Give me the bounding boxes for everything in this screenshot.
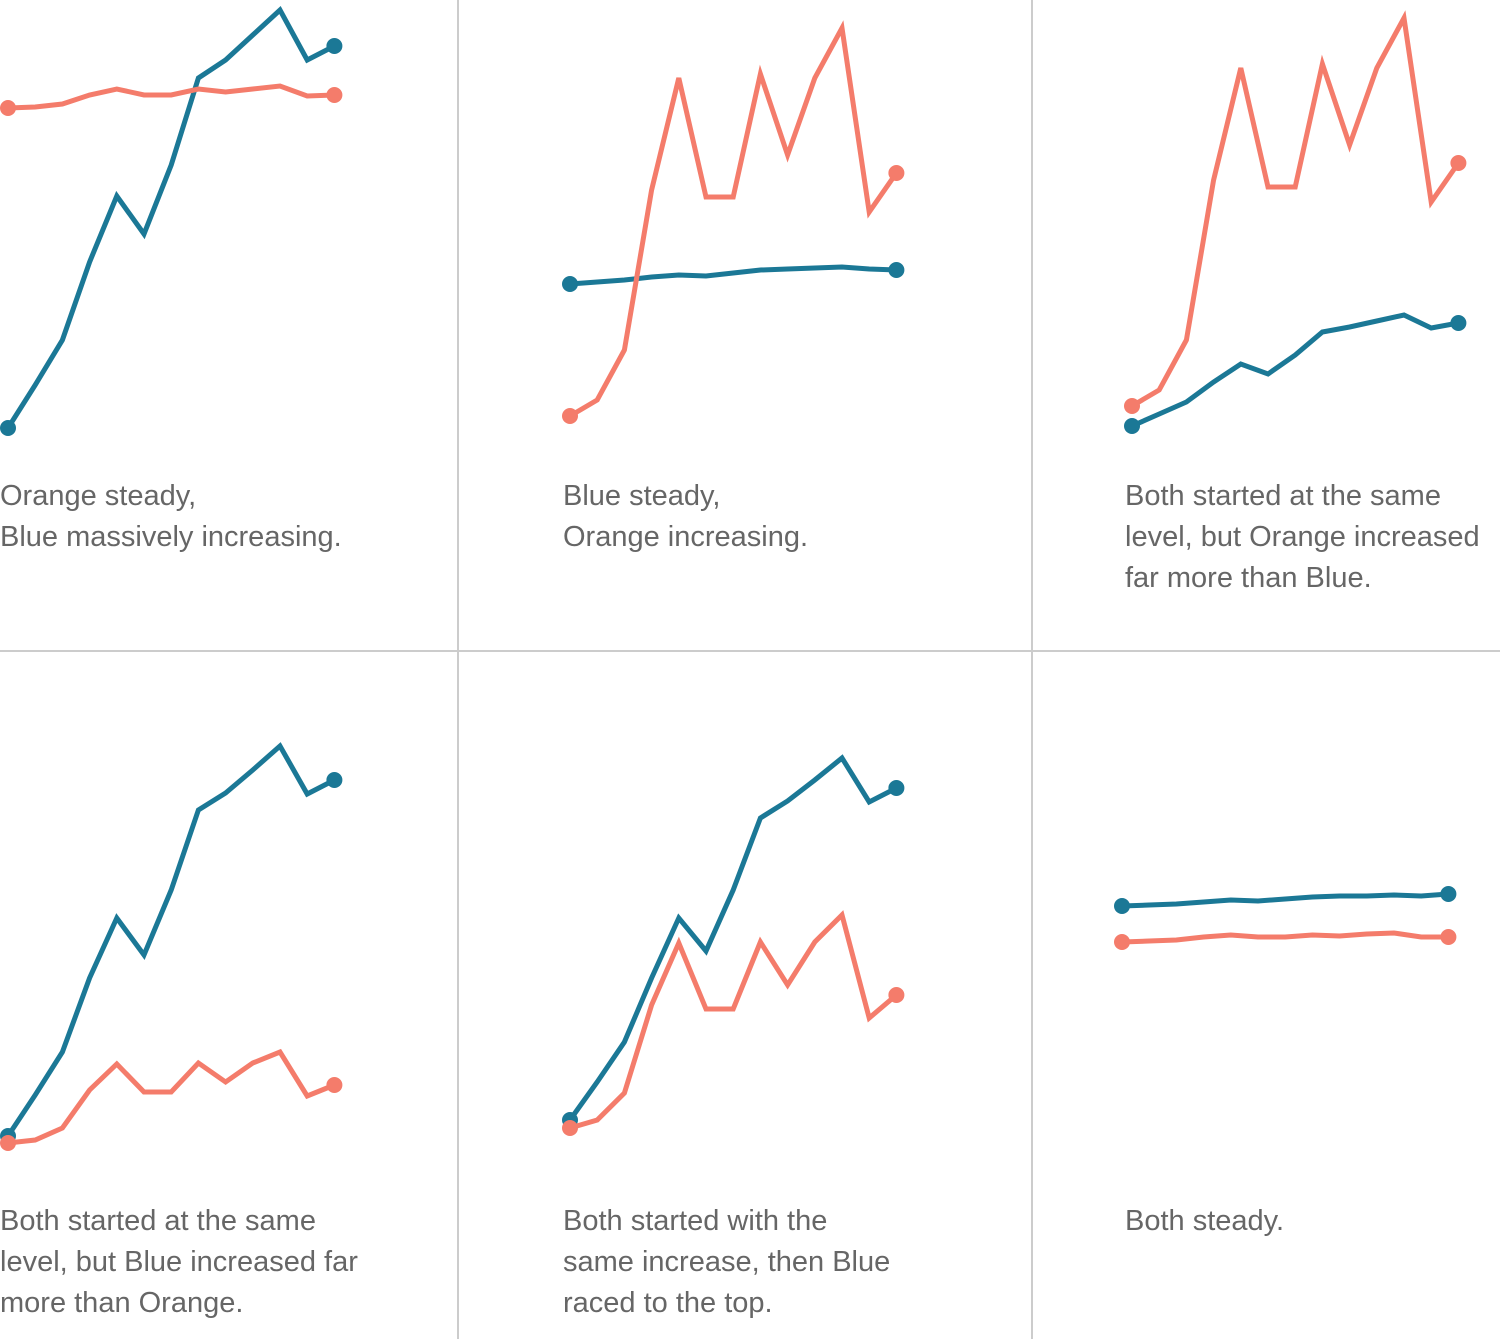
- caption: level, but Blue increased far: [0, 1246, 358, 1278]
- caption: Blue steady,: [563, 480, 720, 512]
- line: [1121, 930, 1449, 945]
- line: [569, 264, 897, 287]
- line: [567, 754, 898, 1122]
- line: [5, 5, 336, 430]
- end-dot: [562, 408, 578, 424]
- end-dot: [0, 1135, 16, 1151]
- line: [568, 20, 899, 419]
- end-dot: [326, 1077, 343, 1093]
- caption: Orange steady,: [0, 480, 196, 512]
- end-dot: [326, 38, 343, 54]
- line: [1130, 312, 1459, 429]
- caption: Both started at the same: [1125, 480, 1441, 512]
- caption: level, but Orange increased: [1125, 521, 1480, 553]
- end-dot: [1124, 398, 1140, 414]
- end-dot: [562, 1120, 578, 1136]
- line: [7, 1048, 336, 1146]
- end-dot: [326, 772, 343, 788]
- line: [1121, 891, 1449, 909]
- line: [7, 83, 335, 111]
- end-dot: [562, 276, 578, 292]
- end-dot: [888, 262, 905, 278]
- end-dot: [326, 87, 343, 103]
- caption: Both started at the same: [0, 1205, 316, 1237]
- end-dot: [1440, 886, 1457, 902]
- end-dot: [888, 987, 905, 1003]
- caption: more than Orange.: [0, 1287, 243, 1319]
- caption: Both started with the: [563, 1205, 827, 1237]
- end-dot: [888, 780, 905, 796]
- line: [569, 910, 899, 1131]
- end-dot: [0, 100, 16, 116]
- end-dot: [888, 165, 905, 181]
- end-dot: [1114, 934, 1130, 950]
- caption: raced to the top.: [563, 1287, 773, 1319]
- line: [5, 742, 336, 1138]
- line: [1130, 10, 1461, 409]
- caption: Orange increasing.: [563, 521, 808, 553]
- end-dot: [1450, 155, 1467, 171]
- end-dot: [1440, 929, 1457, 945]
- caption: Both steady.: [1125, 1205, 1284, 1237]
- end-dot: [1450, 315, 1467, 331]
- end-dot: [1114, 898, 1130, 914]
- caption: same increase, then Blue: [563, 1246, 890, 1278]
- end-dot: [1124, 418, 1140, 434]
- caption: far more than Blue.: [1125, 562, 1372, 594]
- end-dot: [0, 420, 16, 436]
- caption: Blue massively increasing.: [0, 521, 342, 553]
